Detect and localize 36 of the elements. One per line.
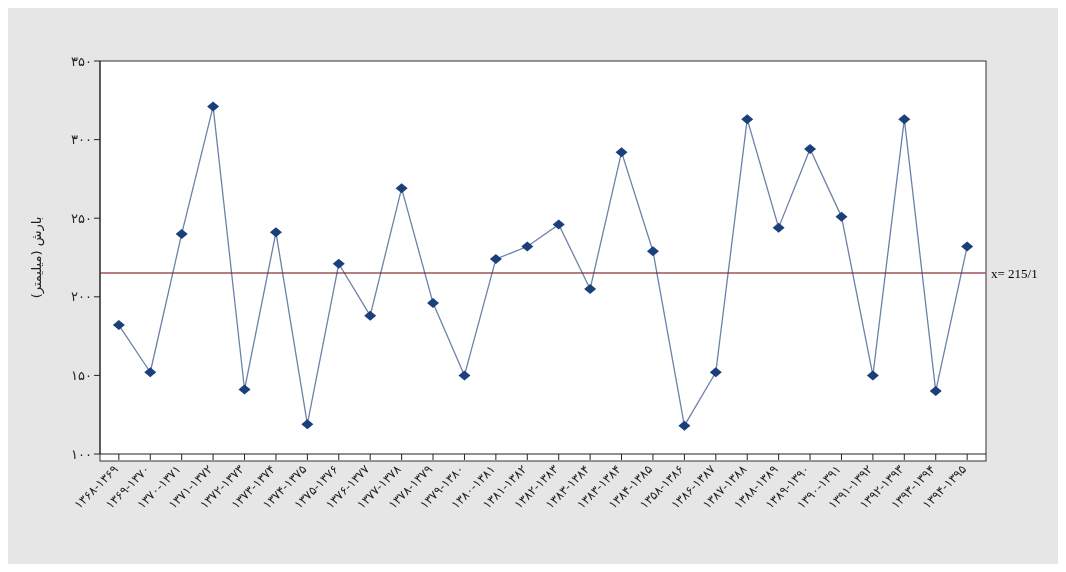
y-tick-label: ۳۰۰ <box>71 132 92 148</box>
point <box>521 241 534 252</box>
point <box>898 114 911 125</box>
point <box>866 370 879 381</box>
point <box>112 320 125 331</box>
y-axis-title: بارش (میلیمتر) <box>28 216 45 299</box>
y-tick-label: ۱۵۰ <box>71 368 92 384</box>
point <box>458 370 471 381</box>
point <box>615 147 628 158</box>
point <box>835 211 848 222</box>
point <box>364 310 377 321</box>
point <box>772 222 785 233</box>
point <box>301 419 314 430</box>
point <box>238 384 251 395</box>
point <box>332 258 345 269</box>
point <box>552 219 565 230</box>
y-tick-label: ۲۰۰ <box>71 289 92 305</box>
point <box>678 420 691 431</box>
point <box>741 114 754 125</box>
ref-line-label: x= 215/1 <box>991 265 1038 281</box>
y-tick-label: ۱۰۰ <box>71 446 92 462</box>
y-tick-label: ۳۵۰ <box>71 53 92 69</box>
point <box>804 144 817 155</box>
point <box>175 228 188 239</box>
point <box>646 246 659 257</box>
point <box>929 386 942 397</box>
point <box>269 227 282 238</box>
y-tick-label: ۲۵۰ <box>71 210 92 226</box>
point <box>207 101 220 112</box>
point <box>489 254 502 265</box>
point <box>427 298 440 309</box>
point <box>144 367 157 378</box>
point <box>395 183 408 194</box>
point <box>961 241 974 252</box>
point <box>584 283 597 294</box>
point <box>709 367 722 378</box>
